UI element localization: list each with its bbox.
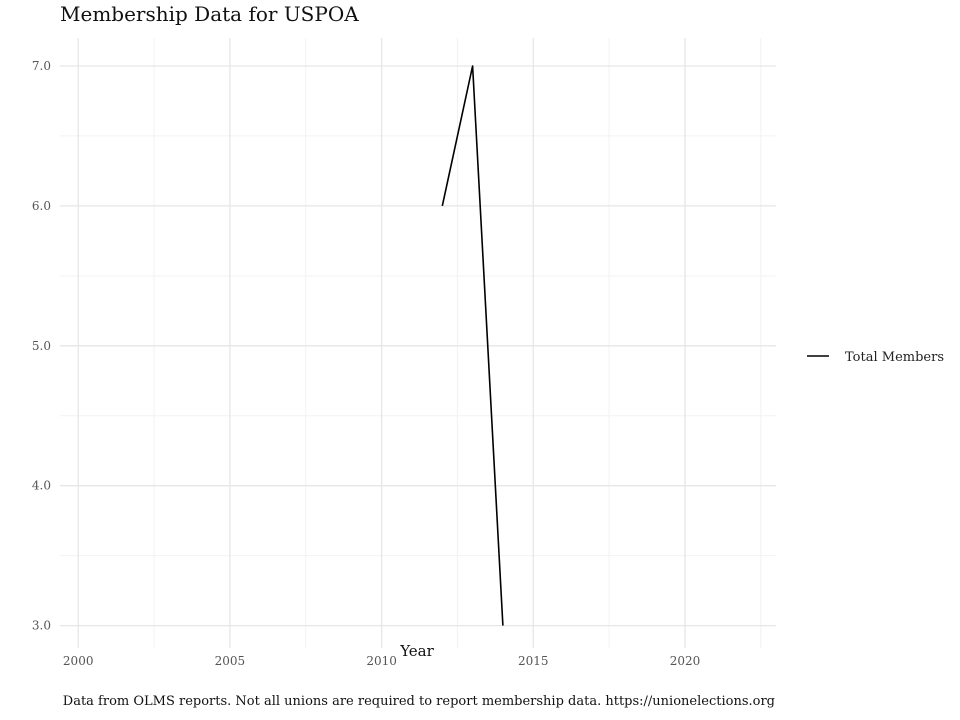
- x-tick-label: 2010: [366, 654, 397, 668]
- chart-title: Membership Data for USPOA: [60, 2, 359, 26]
- chart-grid: [60, 38, 776, 648]
- series-line: [441, 65, 504, 626]
- y-tick-label: 7.0: [32, 59, 51, 73]
- y-tick-label: 5.0: [32, 339, 51, 353]
- y-tick-label: 6.0: [32, 199, 51, 213]
- chart-caption: Data from OLMS reports. Not all unions a…: [62, 694, 775, 709]
- x-axis-title: Year: [399, 642, 434, 660]
- chart-tick-labels: 2000 2005 2010 2015 2020 3.0 4.0 5.0 6.0 7.0: [32, 59, 700, 668]
- x-tick-label: 2015: [518, 654, 549, 668]
- x-tick-label: 2000: [63, 654, 94, 668]
- x-tick-label: 2020: [670, 654, 701, 668]
- chart-series: [441, 65, 504, 626]
- chart-legend: Total Members: [807, 350, 944, 365]
- y-tick-label: 4.0: [32, 479, 51, 493]
- x-tick-label: 2005: [215, 654, 246, 668]
- y-tick-label: 3.0: [32, 619, 51, 633]
- legend-label: Total Members: [845, 350, 944, 365]
